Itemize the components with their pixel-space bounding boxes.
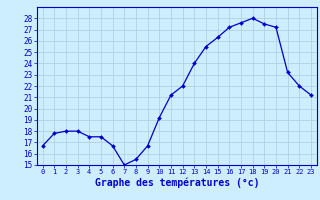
X-axis label: Graphe des températures (°c): Graphe des températures (°c) <box>94 178 259 188</box>
